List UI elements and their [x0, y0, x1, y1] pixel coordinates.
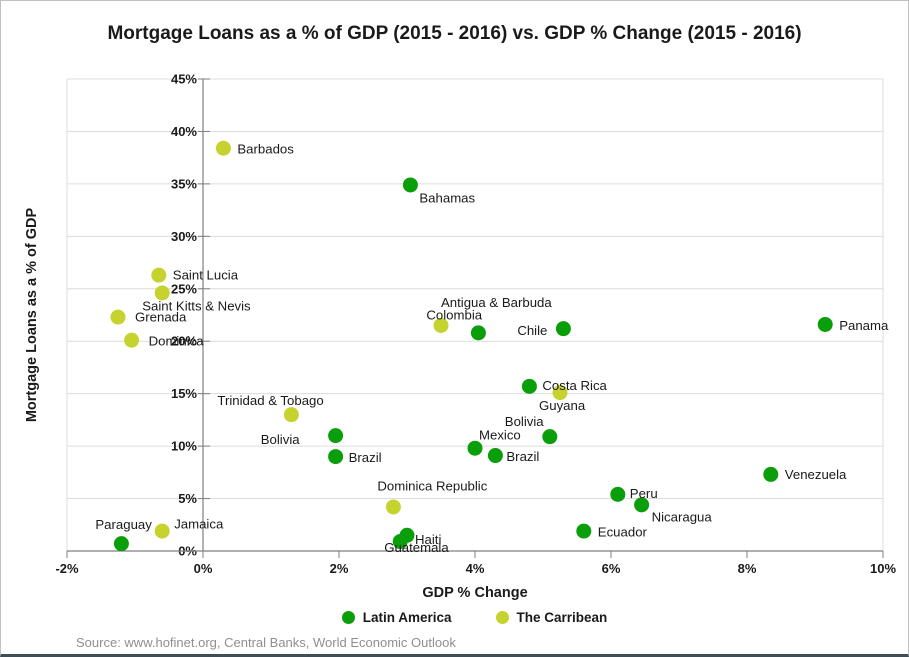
point-label: Haiti — [415, 532, 441, 547]
data-point-dominica — [124, 332, 140, 348]
point-label: Venezuela — [785, 467, 847, 482]
point-label: Antigua & Barbuda — [441, 295, 552, 310]
y-tick-label: 15% — [171, 386, 197, 401]
point-label: Costa Rica — [542, 378, 607, 393]
point-label: Guatemala — [384, 540, 449, 555]
data-point-costa-rica — [521, 378, 537, 394]
point-label: Saint Kitts & Nevis — [142, 298, 251, 313]
x-axis-title: GDP % Change — [422, 585, 528, 601]
data-point-bahamas — [402, 177, 418, 193]
data-point-guatemala — [392, 534, 408, 550]
y-axis-title: Mortgage Loans as a % of GDP — [24, 207, 40, 423]
data-point-guyana — [552, 385, 568, 401]
latin-america-marker-icon — [341, 611, 355, 624]
data-point-nicaragua — [634, 497, 650, 513]
data-point-ecuador — [576, 523, 592, 539]
data-point-barbados — [215, 140, 231, 156]
point-label: Mexico — [479, 428, 521, 443]
y-tick-label: 20% — [171, 334, 197, 349]
point-label: Brazil — [506, 449, 539, 464]
data-point-venezuela — [763, 466, 779, 482]
y-tick-label: 25% — [171, 281, 197, 296]
point-label: Barbados — [237, 142, 294, 157]
data-point-brazil — [328, 449, 344, 465]
data-point-chile — [555, 321, 571, 337]
point-label: Panama — [839, 318, 889, 333]
x-tick-label: 6% — [602, 561, 621, 576]
data-point-saint-kitts-nevis — [154, 285, 170, 301]
legend: Latin America The Carribean — [41, 610, 908, 625]
point-label: Saint Lucia — [173, 268, 239, 283]
source-note: Source: www.hofinet.org, Central Banks, … — [76, 635, 456, 650]
x-tick-label: -2% — [55, 561, 79, 576]
x-tick-label: 4% — [466, 561, 485, 576]
point-label: Dominica Republic — [377, 478, 487, 493]
y-tick-label: 5% — [178, 491, 197, 506]
data-point-bolivia — [542, 429, 558, 445]
y-tick-label: 30% — [171, 229, 197, 244]
data-point-brazil — [487, 448, 503, 464]
data-point-trinidad-tobago — [283, 407, 299, 423]
y-tick-label: 40% — [171, 124, 197, 139]
data-point-mexico — [467, 440, 483, 456]
data-point-panama — [817, 316, 833, 332]
data-point-saint-lucia — [151, 267, 167, 283]
data-point-paraguay — [113, 536, 129, 552]
y-tick-label: 35% — [171, 176, 197, 191]
point-label: Jamaica — [174, 517, 224, 532]
x-tick-label: 8% — [738, 561, 757, 576]
data-point-bolivia — [328, 428, 344, 444]
point-label: Trinidad & Tobago — [217, 393, 323, 408]
point-label: Dominica — [149, 334, 205, 349]
point-label: Bolivia — [261, 432, 301, 447]
point-label: Brazil — [349, 450, 382, 465]
legend-item-latin-america: Latin America — [341, 610, 452, 625]
point-label: Guyana — [539, 398, 586, 413]
point-label: Grenada — [135, 310, 187, 325]
point-label: Paraguay — [95, 517, 152, 532]
data-point-grenada — [110, 309, 126, 325]
point-label: Ecuador — [598, 525, 648, 540]
data-point-peru — [610, 486, 626, 502]
the-carribean-marker-icon — [495, 611, 509, 624]
point-label: Nicaragua — [652, 509, 713, 524]
point-label: Bahamas — [419, 190, 475, 205]
point-label: Bolivia — [505, 414, 545, 429]
x-tick-label: 2% — [330, 561, 349, 576]
x-tick-label: 0% — [194, 561, 213, 576]
point-label: Chile — [517, 323, 547, 338]
data-point-colombia — [470, 325, 486, 341]
y-tick-label: 45% — [171, 72, 197, 87]
legend-label: Latin America — [362, 610, 452, 625]
legend-item-the-carribean: The Carribean — [495, 610, 608, 625]
data-point-antigua-barbuda — [433, 317, 449, 333]
y-tick-label: 10% — [171, 439, 197, 454]
data-point-jamaica — [154, 523, 170, 539]
legend-label: The Carribean — [516, 610, 608, 625]
data-point-dominica-republic — [385, 499, 401, 515]
point-label: Peru — [630, 486, 658, 501]
x-tick-label: 10% — [870, 561, 896, 576]
chart-title: Mortgage Loans as a % of GDP (2015 - 201… — [107, 23, 802, 44]
point-label: Colombia — [426, 307, 482, 322]
